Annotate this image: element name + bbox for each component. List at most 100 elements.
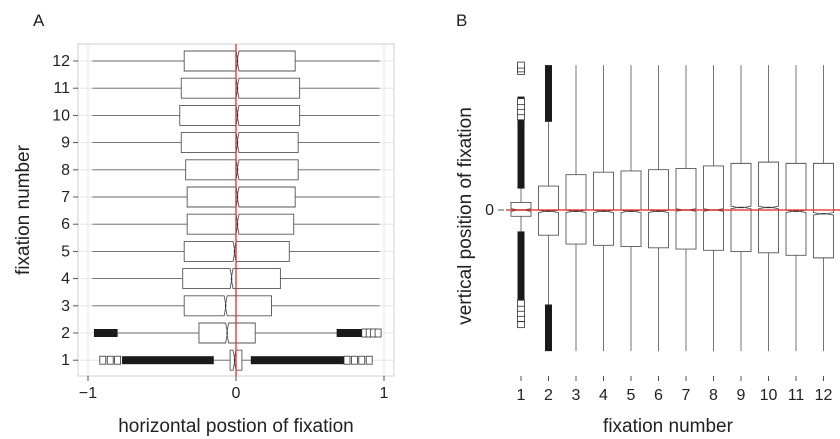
box-body xyxy=(179,104,301,126)
box-body xyxy=(180,132,299,154)
box-12 xyxy=(813,65,834,352)
box-7 xyxy=(92,186,380,208)
box-2 xyxy=(93,322,382,344)
box-3 xyxy=(92,295,380,317)
outlier-point xyxy=(99,355,107,365)
x-tick-label: 9 xyxy=(737,387,746,404)
box-5 xyxy=(620,65,642,352)
box-1 xyxy=(99,349,373,371)
y-tick-label: 1 xyxy=(61,352,70,369)
outlier-point xyxy=(350,355,358,365)
box-body xyxy=(180,77,301,99)
box-body xyxy=(183,295,272,317)
panel-a-x-ticks: −1 0 1 xyxy=(79,376,389,402)
y-tick-label: 3 xyxy=(61,298,70,315)
box-body xyxy=(703,165,724,251)
y-tick-label: 2 xyxy=(61,325,70,342)
outlier-band-low xyxy=(545,304,552,352)
box-body xyxy=(183,50,296,72)
box-body xyxy=(186,213,295,235)
outlier-band-low xyxy=(517,231,525,324)
box-5 xyxy=(92,240,380,262)
outlier-band-high xyxy=(517,96,525,189)
box-3 xyxy=(565,65,587,352)
box-body xyxy=(186,186,296,208)
box-11 xyxy=(92,77,380,99)
x-tick-label: 1 xyxy=(380,385,389,402)
panel-a-label: A xyxy=(33,11,45,30)
outlier-point xyxy=(517,61,525,69)
x-tick-label: −1 xyxy=(79,385,97,402)
x-tick-label: 0 xyxy=(232,385,241,402)
panel-b: B 0 1 2 3 4 5 6 7 8 9 10 11 12 fixation number vert… xyxy=(455,11,840,437)
x-tick-label: 4 xyxy=(599,387,608,404)
box-9 xyxy=(92,132,380,154)
box-8 xyxy=(703,65,724,352)
box-2 xyxy=(538,65,559,352)
y-tick-label: 5 xyxy=(61,243,70,260)
y-tick-label: 10 xyxy=(52,107,70,124)
y-tick-label: 8 xyxy=(61,162,70,179)
panel-b-y-axis-title: vertical position of fixation xyxy=(455,107,476,325)
panel-b-x-ticks: 1 2 3 4 5 6 7 8 9 10 11 12 xyxy=(517,376,833,404)
outlier-band-high xyxy=(545,65,552,122)
box-body xyxy=(785,162,807,256)
box-body xyxy=(593,171,614,246)
box-body xyxy=(185,159,299,181)
panel-b-y-ticks: 0 xyxy=(485,202,504,219)
y-tick-label: 9 xyxy=(61,135,70,152)
x-tick-label: 2 xyxy=(544,387,553,404)
box-7 xyxy=(675,65,697,352)
box-6 xyxy=(92,213,380,235)
outlier-point xyxy=(517,321,525,329)
y-tick-label: 12 xyxy=(52,53,70,70)
panel-b-boxes xyxy=(510,61,834,352)
outlier-point xyxy=(517,299,525,307)
outlier-band-high xyxy=(250,356,345,365)
panel-b-label: B xyxy=(456,11,467,30)
y-tick-label: 11 xyxy=(53,80,70,97)
outlier-band-low xyxy=(93,329,118,337)
x-tick-label: 7 xyxy=(682,387,691,404)
box-body xyxy=(648,169,669,249)
box-body xyxy=(675,167,697,250)
box-body xyxy=(183,240,290,262)
outlier-point xyxy=(365,355,373,365)
x-tick-label: 8 xyxy=(709,387,718,404)
x-tick-label: 11 xyxy=(788,387,805,404)
y-tick-label: 4 xyxy=(61,271,70,288)
box-10 xyxy=(92,104,380,126)
box-12 xyxy=(92,50,380,72)
box-9 xyxy=(730,65,752,352)
x-tick-label: 10 xyxy=(760,387,778,404)
box-1 xyxy=(510,61,532,329)
box-body xyxy=(620,170,642,247)
outlier-point xyxy=(358,355,366,365)
y-tick-label: 0 xyxy=(485,202,494,219)
panel-b-x-axis-title: fixation number xyxy=(603,416,734,437)
outlier-point xyxy=(114,355,121,365)
box-10 xyxy=(758,65,779,352)
box-4 xyxy=(593,65,614,352)
y-tick-label: 7 xyxy=(61,189,70,206)
outlier-band-high xyxy=(336,329,362,337)
y-tick-label: 6 xyxy=(61,216,70,233)
box-8 xyxy=(92,159,380,181)
box-body xyxy=(565,174,587,245)
panel-a-x-axis-title: horizontal postion of fixation xyxy=(118,416,354,437)
panel-a-boxes xyxy=(92,50,382,371)
outlier-point xyxy=(517,98,525,106)
outlier-point xyxy=(106,355,114,365)
panel-a-y-axis-title: fixation number xyxy=(13,144,34,275)
x-tick-label: 6 xyxy=(654,387,663,404)
outlier-point xyxy=(343,355,351,365)
box-body xyxy=(813,162,834,259)
x-tick-label: 3 xyxy=(572,387,581,404)
x-tick-label: 5 xyxy=(627,387,636,404)
outlier-point xyxy=(374,328,382,338)
box-4 xyxy=(92,268,380,290)
box-11 xyxy=(785,65,807,352)
x-tick-label: 1 xyxy=(517,387,526,404)
